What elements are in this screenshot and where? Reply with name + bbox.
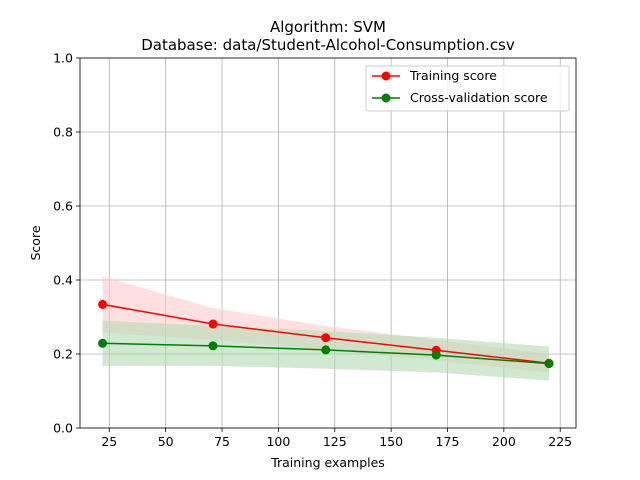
legend-marker-cross-validation (381, 93, 391, 103)
x-tick-label: 175 (436, 434, 460, 449)
confidence-bands (102, 276, 549, 381)
training-score-point (98, 299, 108, 309)
cross-validation-score-point (544, 359, 554, 369)
chart-subtitle: Database: data/Student-Alcohol-Consumpti… (141, 36, 515, 54)
chart-title: Algorithm: SVM (270, 18, 386, 36)
x-tick-label: 50 (158, 434, 174, 449)
x-tick-label: 25 (101, 434, 117, 449)
cross-validation-score-point (208, 341, 218, 351)
legend: Training score Cross-validation score (365, 65, 570, 112)
legend-box (365, 65, 570, 112)
x-tick-label: 200 (492, 434, 516, 449)
series-layer (98, 299, 554, 369)
x-tick-label: 75 (214, 434, 230, 449)
y-tick-label: 0.4 (53, 273, 73, 288)
training-score-point (208, 319, 218, 329)
plot-frame (79, 57, 577, 429)
y-tick-label: 0.8 (53, 125, 73, 140)
y-tick-label: 0.2 (53, 347, 73, 362)
y-axis-label: Score (28, 225, 43, 260)
y-tick-label: 0.0 (53, 421, 73, 436)
cross-validation-score-point (321, 345, 331, 355)
legend-label-cross-validation: Cross-validation score (410, 90, 548, 105)
legend-label-training: Training score (409, 68, 497, 83)
x-tick-label: 225 (548, 434, 572, 449)
training-score-point (321, 333, 331, 343)
y-tick-label: 0.6 (53, 199, 73, 214)
tick-layer: 25 50 75 100 125 150 175 200 225 0.0 0.2 0.4 0.6 0.8 1… (53, 51, 572, 450)
x-tick-label: 100 (266, 434, 290, 449)
cross-validation-score-point (98, 338, 108, 348)
x-tick-label: 150 (379, 434, 403, 449)
cross-validation-score-point (431, 350, 441, 360)
legend-marker-training (381, 71, 391, 81)
x-axis-label: Training examples (270, 455, 385, 470)
x-tick-label: 125 (323, 434, 347, 449)
y-tick-label: 1.0 (53, 51, 73, 66)
